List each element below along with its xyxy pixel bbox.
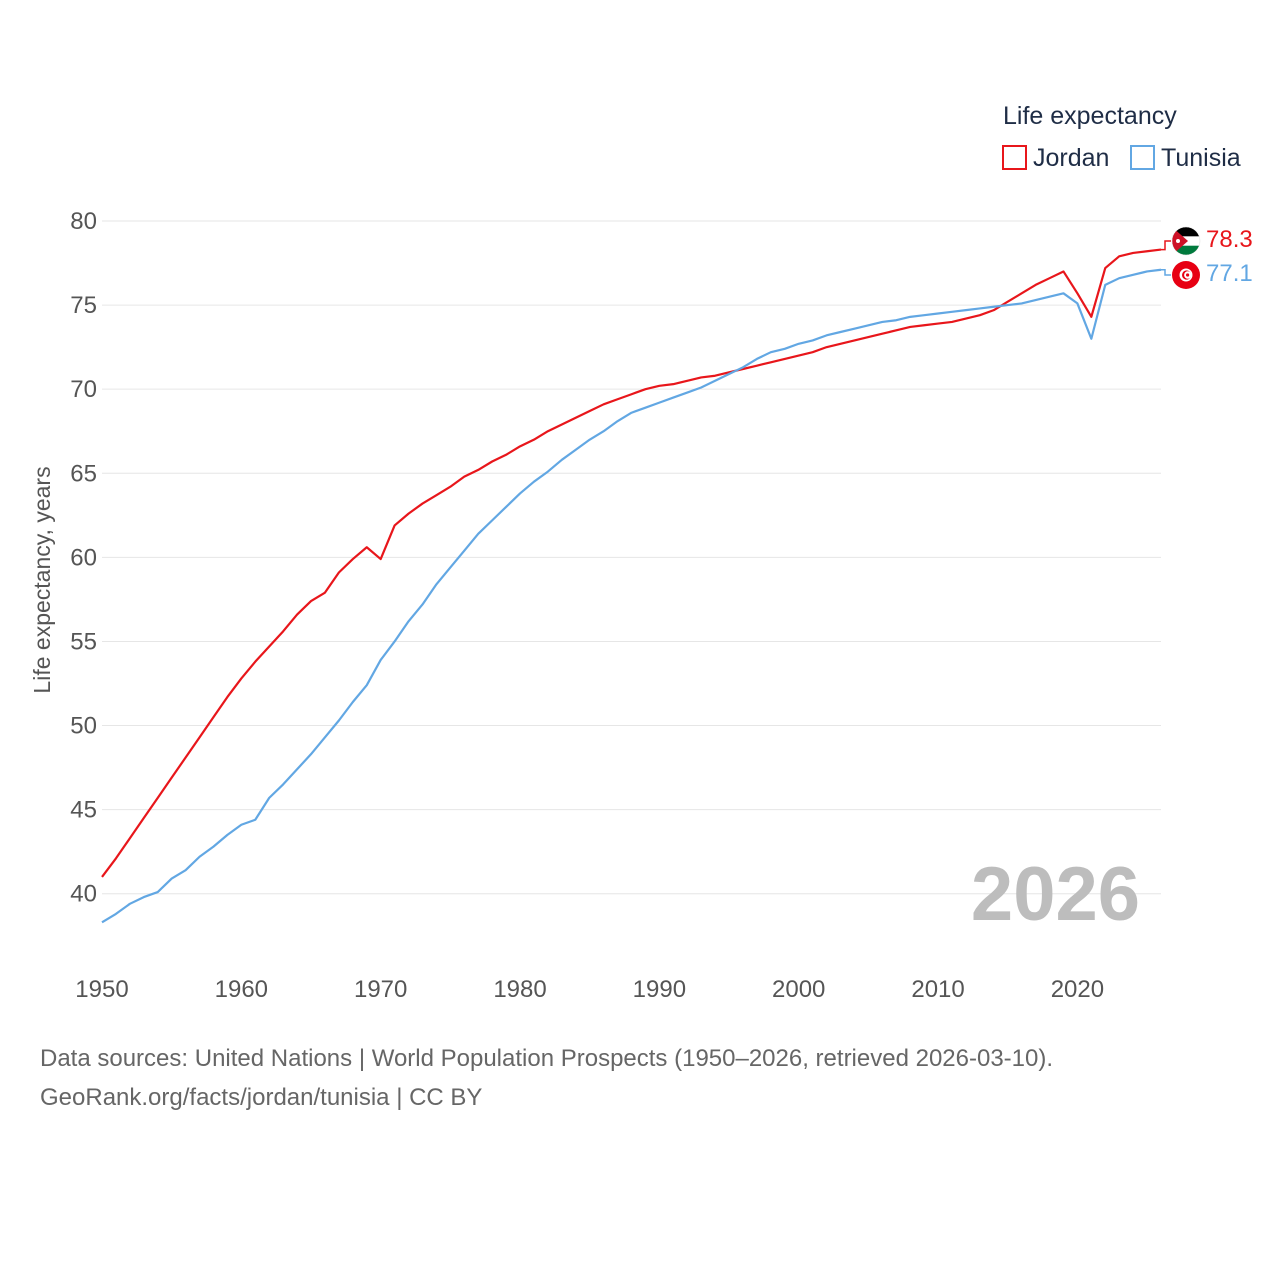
series-lines bbox=[101, 248, 1162, 924]
y-tick-label: 65 bbox=[70, 460, 97, 487]
y-axis-label: Life expectancy, years bbox=[29, 466, 55, 693]
line-chart: 40 45 50 55 60 65 70 75 80 1950 1960 1970 1980 1990 2… bbox=[29, 102, 1253, 1003]
legend-label-jordan: Jordan bbox=[1033, 144, 1109, 172]
end-label-tunisia: 77.1 bbox=[1161, 260, 1253, 289]
legend-swatch-tunisia bbox=[1130, 145, 1155, 170]
y-tick-label: 80 bbox=[70, 208, 97, 235]
footer-sources: Data sources: United Nations | World Pop… bbox=[40, 1045, 1054, 1072]
y-tick-label: 75 bbox=[70, 292, 97, 319]
legend-swatch-jordan bbox=[1002, 145, 1027, 170]
end-value-jordan: 78.3 bbox=[1206, 226, 1253, 253]
series-line-tunisia bbox=[101, 268, 1162, 924]
x-axis-ticks: 1950 1960 1970 1980 1990 2000 2010 2020 bbox=[75, 976, 1104, 1003]
tunisia-flag-icon bbox=[1172, 261, 1200, 289]
x-tick-label: 1950 bbox=[75, 976, 128, 1003]
y-axis-ticks: 40 45 50 55 60 65 70 75 80 bbox=[70, 208, 97, 908]
y-tick-label: 70 bbox=[70, 376, 97, 403]
x-tick-label: 1990 bbox=[633, 976, 686, 1003]
y-tick-label: 40 bbox=[70, 881, 97, 908]
footer-attribution: GeoRank.org/facts/jordan/tunisia | CC BY bbox=[40, 1084, 483, 1111]
x-tick-label: 2000 bbox=[772, 976, 825, 1003]
grid-lines bbox=[102, 220, 1161, 895]
end-connector-jordan bbox=[1161, 240, 1171, 251]
jordan-flag-icon bbox=[1171, 226, 1201, 256]
legend-title: Life expectancy bbox=[1003, 102, 1177, 130]
series-line-jordan bbox=[101, 248, 1162, 878]
y-tick-label: 45 bbox=[70, 797, 97, 824]
y-tick-label: 55 bbox=[70, 628, 97, 655]
x-tick-label: 2020 bbox=[1051, 976, 1104, 1003]
x-tick-label: 1980 bbox=[493, 976, 546, 1003]
end-connector-tunisia bbox=[1161, 269, 1171, 276]
year-watermark: 2026 bbox=[971, 852, 1140, 937]
x-tick-label: 2010 bbox=[911, 976, 964, 1003]
x-tick-label: 1960 bbox=[215, 976, 268, 1003]
x-tick-label: 1970 bbox=[354, 976, 407, 1003]
legend-label-tunisia: Tunisia bbox=[1161, 144, 1241, 172]
legend: Life expectancy Jordan Tunisia bbox=[1002, 102, 1241, 172]
y-tick-label: 50 bbox=[70, 713, 97, 740]
end-value-tunisia: 77.1 bbox=[1206, 260, 1253, 287]
y-tick-label: 60 bbox=[70, 544, 97, 571]
end-label-jordan: 78.3 bbox=[1161, 226, 1253, 256]
